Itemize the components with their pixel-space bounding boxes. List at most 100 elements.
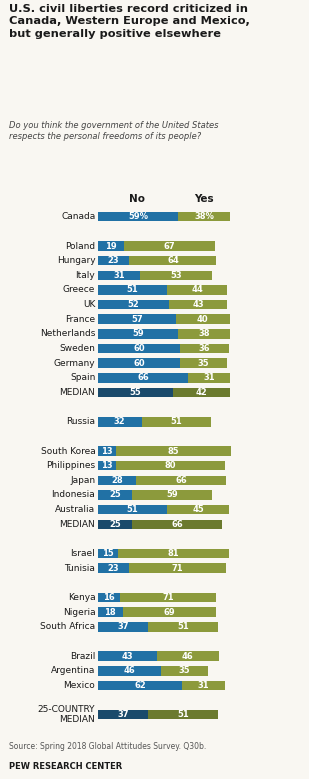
Text: 60: 60 — [133, 344, 145, 353]
Text: 36: 36 — [198, 344, 210, 353]
Bar — [124, 241, 215, 251]
Text: Do you think the government of the United States
respects the personal freedoms : Do you think the government of the Unite… — [9, 121, 219, 141]
Text: Kenya: Kenya — [68, 593, 95, 602]
Text: 52: 52 — [128, 300, 139, 309]
Text: 67: 67 — [164, 241, 175, 251]
Text: Mexico: Mexico — [64, 681, 95, 690]
Text: 69: 69 — [164, 608, 175, 617]
Bar — [169, 300, 227, 309]
Bar — [136, 476, 226, 485]
Bar — [120, 593, 216, 602]
Text: 64: 64 — [167, 256, 179, 265]
Text: 44: 44 — [192, 285, 203, 294]
Text: Italy: Italy — [75, 271, 95, 280]
Text: Argentina: Argentina — [51, 666, 95, 675]
Text: South Korea: South Korea — [40, 446, 95, 456]
Text: 13: 13 — [101, 461, 113, 471]
Text: 85: 85 — [168, 446, 179, 456]
Text: Brazil: Brazil — [70, 651, 95, 661]
Text: 37: 37 — [117, 710, 129, 719]
Bar — [98, 622, 148, 632]
Bar — [98, 300, 169, 309]
Text: Israel: Israel — [70, 549, 95, 558]
Text: 66: 66 — [171, 520, 183, 529]
Text: 43: 43 — [192, 300, 204, 309]
Text: 55: 55 — [129, 388, 141, 397]
Bar — [98, 476, 136, 485]
Bar — [98, 315, 176, 324]
Text: 40: 40 — [197, 315, 209, 324]
Text: Yes: Yes — [194, 194, 214, 204]
Bar — [98, 710, 148, 720]
Bar — [129, 256, 216, 266]
Text: Nigeria: Nigeria — [63, 608, 95, 617]
Text: 38%: 38% — [194, 212, 214, 221]
Bar — [98, 446, 116, 456]
Text: Tunisia: Tunisia — [64, 564, 95, 573]
Text: Russia: Russia — [66, 418, 95, 426]
Text: 57: 57 — [131, 315, 143, 324]
Bar — [118, 549, 229, 559]
Bar — [148, 710, 218, 720]
Bar — [98, 358, 180, 368]
Bar — [140, 270, 212, 280]
Text: 59%: 59% — [128, 212, 148, 221]
Bar — [173, 388, 230, 397]
Text: Hungary: Hungary — [57, 256, 95, 265]
Bar — [98, 461, 116, 471]
Text: MEDIAN: MEDIAN — [60, 388, 95, 397]
Text: Japan: Japan — [70, 476, 95, 485]
Text: 23: 23 — [108, 256, 120, 265]
Text: 59: 59 — [132, 330, 144, 338]
Bar — [98, 256, 129, 266]
Text: 15: 15 — [102, 549, 114, 558]
Bar — [142, 417, 211, 427]
Bar — [116, 446, 231, 456]
Text: 16: 16 — [103, 593, 115, 602]
Bar — [167, 505, 229, 514]
Text: 28: 28 — [111, 476, 123, 485]
Text: 46: 46 — [123, 666, 135, 675]
Text: 23: 23 — [108, 564, 120, 573]
Text: 31: 31 — [198, 681, 209, 690]
Text: 81: 81 — [168, 549, 179, 558]
Text: 35: 35 — [198, 358, 209, 368]
Bar — [98, 373, 188, 382]
Text: 53: 53 — [171, 271, 182, 280]
Bar — [98, 388, 173, 397]
Text: 37: 37 — [117, 622, 129, 631]
Text: Philippines: Philippines — [46, 461, 95, 471]
Bar — [98, 651, 157, 661]
Text: 25: 25 — [109, 520, 121, 529]
Text: 46: 46 — [182, 651, 194, 661]
Text: 80: 80 — [164, 461, 176, 471]
Bar — [98, 212, 178, 221]
Text: 62: 62 — [134, 681, 146, 690]
Text: 35: 35 — [179, 666, 190, 675]
Bar — [98, 285, 167, 294]
Bar — [161, 666, 208, 675]
Bar — [132, 520, 222, 529]
Bar — [98, 241, 124, 251]
Text: 60: 60 — [133, 358, 145, 368]
Text: 51: 51 — [177, 710, 189, 719]
Text: No: No — [129, 194, 146, 204]
Text: Australia: Australia — [55, 505, 95, 514]
Text: 66: 66 — [137, 373, 149, 382]
Text: South Africa: South Africa — [40, 622, 95, 631]
Text: 43: 43 — [121, 651, 133, 661]
Bar — [98, 270, 140, 280]
Text: 51: 51 — [127, 285, 139, 294]
Text: 38: 38 — [198, 330, 210, 338]
Bar — [167, 285, 227, 294]
Bar — [148, 622, 218, 632]
Text: UK: UK — [83, 300, 95, 309]
Bar — [98, 608, 122, 617]
Text: PEW RESEARCH CENTER: PEW RESEARCH CENTER — [9, 762, 123, 771]
Bar — [98, 549, 118, 559]
Bar — [122, 608, 216, 617]
Bar — [180, 358, 227, 368]
Text: 42: 42 — [196, 388, 207, 397]
Text: 31: 31 — [113, 271, 125, 280]
Bar — [188, 373, 230, 382]
